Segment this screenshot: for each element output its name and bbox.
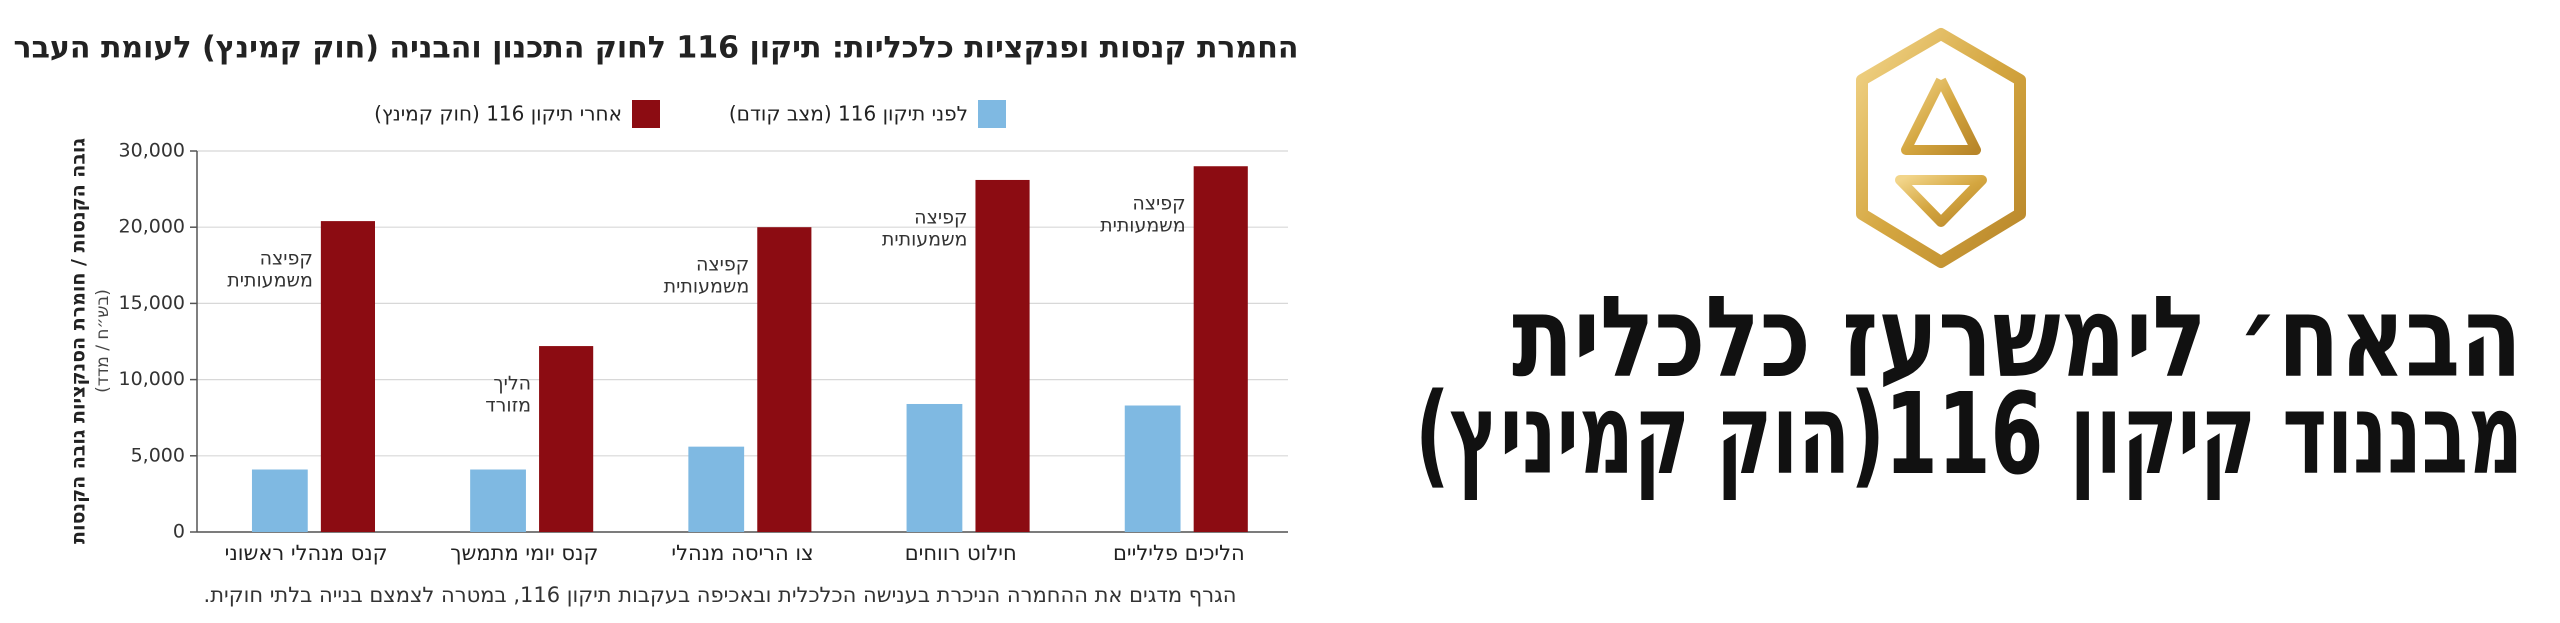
- brand-line-2: מבננוד קיקון 116(הוק קמיניץ): [1415, 370, 2523, 500]
- caption: הגרף מדגים את ההחמרה הניכרת בענישה הכלכל…: [204, 583, 1237, 607]
- y-tick-label: 10,000: [119, 368, 185, 390]
- bar: [470, 469, 526, 532]
- legend-swatch: [632, 100, 660, 128]
- y-tick-label: 15,000: [119, 292, 185, 314]
- x-tick-label: צו הריסה מנהלי: [671, 541, 813, 565]
- annotation: מזורד: [485, 395, 531, 417]
- annotation: קפיצה: [696, 254, 749, 276]
- y-tick-label: 0: [173, 521, 185, 543]
- bar: [539, 346, 594, 532]
- bar: [906, 403, 963, 532]
- bar: [688, 446, 745, 532]
- annotation: משמעותית: [1100, 215, 1186, 237]
- x-tick-label: קנס מנהלי ראשוני: [225, 541, 388, 565]
- y-tick-label: 5,000: [131, 444, 185, 466]
- annotation: קפיצה: [1132, 193, 1185, 215]
- bar: [757, 227, 812, 532]
- bar: [320, 221, 376, 532]
- y-tick-label: 20,000: [119, 216, 185, 238]
- chart-title: החמרת קנסות ופנקציות כלכליות: תיקון 116 …: [14, 31, 1299, 66]
- y-axis-sublabel: (בש״ח / מדד): [93, 289, 113, 393]
- x-tick-label: הליכים פליליים: [1113, 541, 1245, 565]
- brand-line-1: הבאח׳ לימשרעז כלכלית: [1512, 273, 2522, 403]
- annotation: משמעותית: [664, 276, 750, 298]
- bar: [975, 179, 1030, 532]
- legend-label: אחרי תיקון 116 (חוק קמינץ): [374, 102, 622, 126]
- annotation: קפיצה: [260, 248, 313, 270]
- y-axis-label: גובה הקנסות / חומרת הסנקציות גובה הקנסות: [68, 138, 90, 544]
- x-tick-label: חילוט רווחים: [905, 541, 1017, 565]
- bar: [1193, 166, 1248, 533]
- x-tick-label: קנס יומי מתמשך: [450, 541, 598, 565]
- bar: [1124, 405, 1181, 532]
- annotation: הליך: [493, 373, 531, 395]
- logo: [1856, 28, 2026, 268]
- annotation: משמעותית: [227, 270, 313, 292]
- annotation: משמעותית: [882, 228, 968, 250]
- legend-swatch: [978, 100, 1006, 128]
- annotation: קפיצה: [914, 206, 967, 228]
- y-tick-label: 30,000: [119, 140, 185, 162]
- bar: [251, 469, 308, 532]
- legend-label: לפני תיקון 116 (מצב קודם): [729, 102, 968, 126]
